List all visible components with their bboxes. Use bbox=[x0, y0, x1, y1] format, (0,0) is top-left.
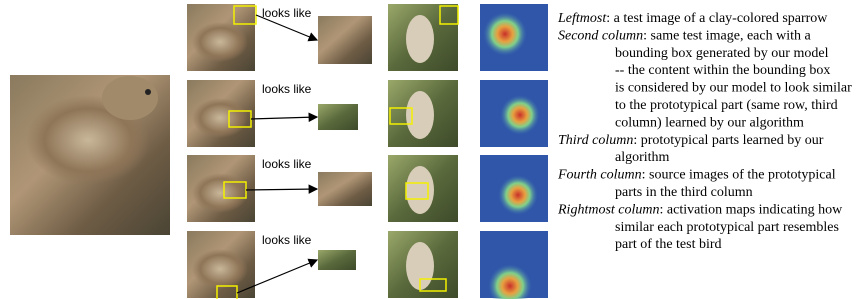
arrow bbox=[246, 189, 317, 190]
legend-entry: Leftmost: a test image of a clay-colored… bbox=[557, 11, 828, 26]
legend-entry: Fourth column: source images of the prot… bbox=[557, 168, 836, 183]
legend-term: Third column bbox=[558, 133, 633, 148]
bird-body bbox=[192, 22, 248, 62]
legend-text: : a test image of a clay-colored sparrow bbox=[606, 11, 828, 26]
legend-text: : source images of the prototypical bbox=[642, 168, 836, 183]
arrow bbox=[251, 117, 317, 119]
prototype-part bbox=[318, 16, 372, 64]
prototype-part bbox=[318, 104, 358, 130]
legend-text: to the prototypical part (same row, thir… bbox=[615, 98, 838, 113]
legend-entry: Third column: prototypical parts learned… bbox=[558, 133, 824, 148]
test-image bbox=[10, 75, 170, 235]
source-bird bbox=[406, 166, 434, 214]
looks-like-label: looks like bbox=[262, 6, 312, 20]
legend-text: : prototypical parts learned by our bbox=[633, 133, 823, 148]
source-bird bbox=[406, 15, 434, 63]
legend-term: Second column bbox=[558, 28, 643, 43]
legend-entry: Second column: same test image, each wit… bbox=[558, 28, 811, 43]
prototype-part bbox=[318, 172, 372, 206]
activation-hotspot bbox=[483, 12, 527, 56]
legend-text: bounding box generated by our model bbox=[615, 46, 829, 61]
bird-body bbox=[192, 173, 248, 213]
legend-text: is considered by our model to look simil… bbox=[615, 81, 852, 96]
legend-text: : activation maps indicating how bbox=[660, 202, 844, 217]
legend-text: -- the content within the bounding box bbox=[615, 63, 830, 78]
legend-text: algorithm bbox=[615, 150, 670, 165]
legend-text: parts in the third column bbox=[615, 185, 753, 200]
figure: looks like looks like looks like looks like… bbox=[0, 0, 860, 299]
legend-term: Leftmost bbox=[557, 11, 607, 26]
legend-text: : same test image, each with a bbox=[643, 28, 811, 43]
looks-like-label: looks like bbox=[262, 233, 312, 247]
looks-like-label: looks like bbox=[262, 82, 312, 96]
bird-body bbox=[192, 249, 248, 289]
legend-text: part of the test bird bbox=[615, 237, 722, 252]
legend-text: column) learned by our algorithm bbox=[615, 115, 804, 130]
bird-body bbox=[192, 98, 248, 138]
looks-like-label: looks like bbox=[262, 157, 312, 171]
activation-hotspot bbox=[500, 95, 540, 135]
activation-hotspot bbox=[498, 175, 538, 215]
legend-entry: Rightmost column: activation maps indica… bbox=[557, 202, 843, 217]
legend-term: Fourth column bbox=[557, 168, 642, 183]
legend-text: similar each prototypical part resembles bbox=[615, 220, 839, 235]
legend-term: Rightmost column bbox=[557, 202, 660, 217]
prototype-part bbox=[318, 250, 356, 270]
source-bird bbox=[406, 91, 434, 139]
